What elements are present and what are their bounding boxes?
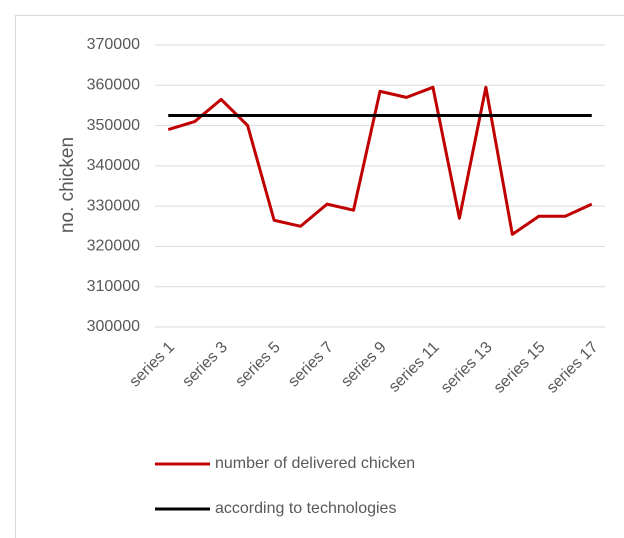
y-tick-label: 340000 xyxy=(87,157,140,174)
x-tick-label: series 5 xyxy=(232,339,284,391)
y-tick-label: 300000 xyxy=(87,318,140,335)
x-tick-label: series 9 xyxy=(338,339,390,391)
x-tick-label: series 13 xyxy=(438,339,496,397)
legend-label: number of delivered chicken xyxy=(215,455,415,472)
x-tick-label: series 17 xyxy=(544,339,602,397)
data-line xyxy=(167,85,593,236)
x-tick-label: series 15 xyxy=(491,339,549,397)
x-tick-label: series 11 xyxy=(386,339,443,396)
y-tick-label: 370000 xyxy=(87,36,140,53)
x-tick-label: series 1 xyxy=(126,339,178,391)
legend-label: according to technologies xyxy=(215,500,396,517)
y-tick-label: 330000 xyxy=(87,197,140,214)
y-tick-label: 320000 xyxy=(87,238,140,255)
x-tick-label: series 7 xyxy=(285,339,337,391)
y-axis-title: no. chicken xyxy=(57,137,78,233)
chart-border xyxy=(15,15,624,538)
y-tick-label: 360000 xyxy=(87,77,140,94)
x-tick-label: series 3 xyxy=(179,339,231,391)
y-tick-label: 310000 xyxy=(87,278,140,295)
y-tick-label: 350000 xyxy=(87,117,140,134)
